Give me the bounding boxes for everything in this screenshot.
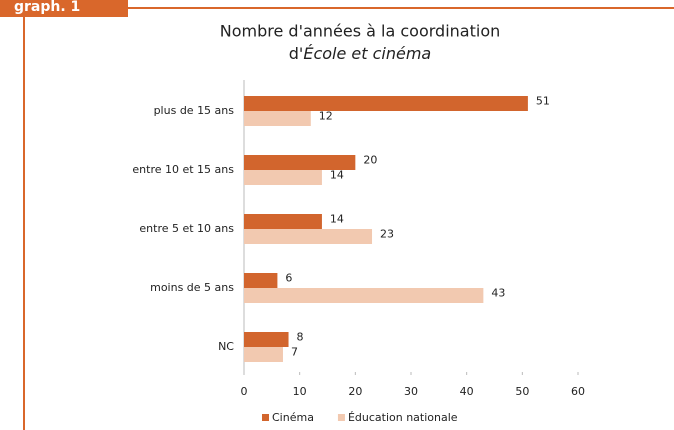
y-tick-label: entre 5 et 10 ans [139, 222, 234, 235]
data-label: 14 [330, 169, 344, 182]
legend-swatch [337, 414, 345, 421]
bar [244, 96, 528, 111]
bar [244, 273, 278, 288]
y-tick-label: plus de 15 ans [154, 104, 235, 117]
data-label: 7 [291, 346, 298, 359]
tab [0, 0, 128, 17]
data-label: 12 [319, 110, 333, 123]
data-label: 43 [491, 287, 505, 300]
data-label: 8 [297, 331, 304, 344]
y-tick-label: entre 10 et 15 ans [132, 163, 234, 176]
data-label: 14 [330, 213, 344, 226]
data-label: 6 [285, 272, 292, 285]
x-tick-label: 40 [460, 385, 474, 398]
x-tick-label: 50 [515, 385, 529, 398]
data-label: 51 [536, 95, 550, 108]
data-label: 23 [380, 228, 394, 241]
x-tick-label: 0 [241, 385, 248, 398]
x-tick-label: 60 [571, 385, 585, 398]
y-tick-label: NC [218, 340, 234, 353]
bar [244, 155, 356, 170]
bar [244, 111, 311, 126]
bar [244, 229, 373, 244]
legend-swatch [262, 414, 269, 421]
legend-label: Cinéma [272, 411, 314, 424]
bar [244, 332, 289, 347]
x-tick-label: 10 [293, 385, 307, 398]
bar [244, 214, 322, 229]
bar [244, 347, 283, 362]
x-tick-label: 30 [404, 385, 418, 398]
data-label: 20 [363, 154, 377, 167]
chart-title: d'École et cinéma [289, 44, 431, 63]
title-part: d' [289, 44, 304, 63]
x-tick-label: 20 [348, 385, 362, 398]
title-part: École et cinéma [303, 44, 431, 63]
legend-label: Éducation nationale [348, 411, 458, 424]
bar [244, 288, 484, 303]
tab-label: graph. 1 [14, 0, 80, 15]
y-tick-label: moins de 5 ans [150, 281, 234, 294]
bar [244, 170, 322, 185]
chart-title: Nombre d'années à la coordination [220, 22, 501, 41]
